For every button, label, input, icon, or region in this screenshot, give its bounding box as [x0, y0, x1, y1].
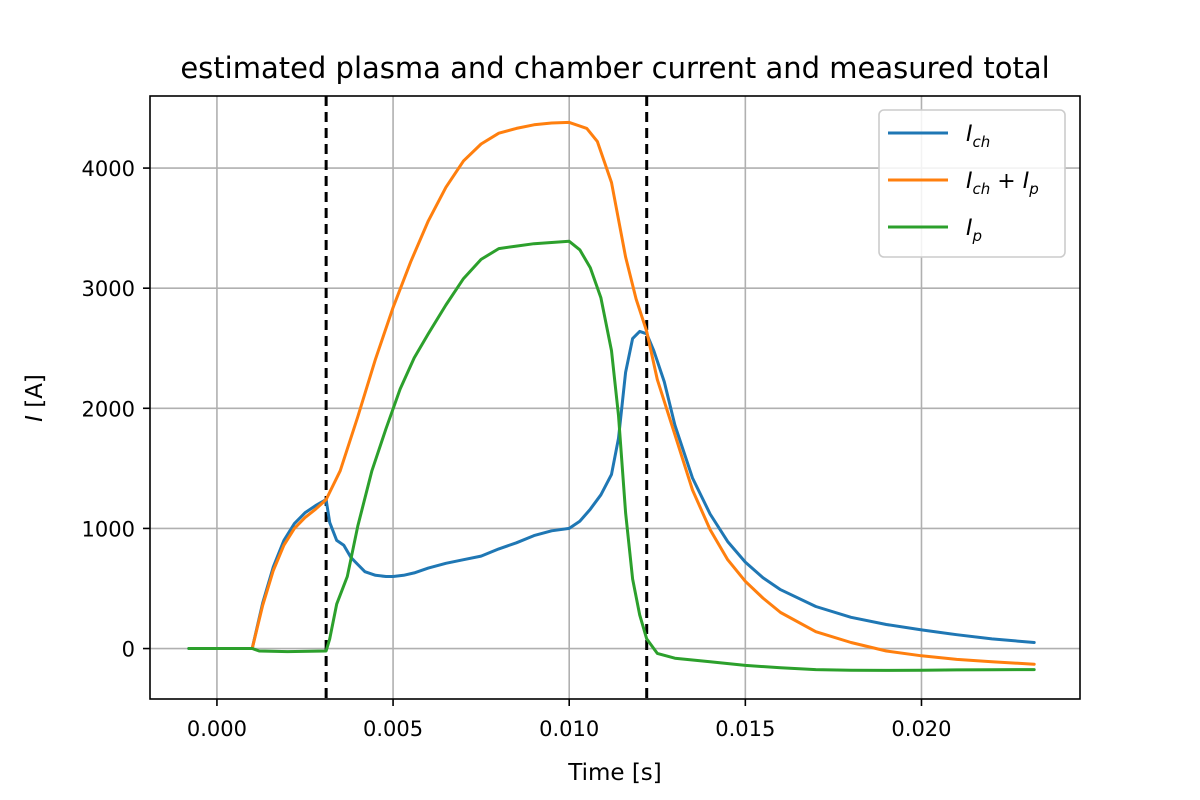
plot-frame — [149, 95, 1081, 700]
x-tick-label: 0.005 — [363, 717, 423, 741]
y-tick-label: 3000 — [82, 277, 135, 301]
legend-label: Ich + Ip — [966, 169, 1039, 198]
y-axis-label-unit: [A] — [22, 374, 48, 415]
series-line-2 — [250, 120, 1036, 666]
x-tick-label: 0.020 — [891, 717, 951, 741]
x-axis-label: Time [s] — [567, 760, 662, 786]
legend-label: Ip — [966, 216, 982, 245]
y-tick-label: 0 — [122, 638, 135, 662]
y-axis-label: I [A] — [22, 374, 48, 422]
y-tick-label: 4000 — [82, 157, 135, 181]
chart-title: estimated plasma and chamber current and… — [180, 51, 1049, 85]
x-tick-label: 0.010 — [539, 717, 599, 741]
y-tick-label: 2000 — [82, 397, 135, 421]
series-line-1 — [187, 329, 1036, 650]
vertical-markers — [324, 96, 649, 699]
series-line-3 — [187, 239, 1036, 672]
x-tick-label: 0.000 — [187, 717, 247, 741]
series-layer — [187, 120, 1036, 672]
ticks: 0.000 0.005 0.010 0.015 0.020 0 1000 2000 3000 40… — [82, 157, 952, 741]
legend: Ich Ich + Ip Ip — [878, 109, 1066, 258]
x-tick-label: 0.015 — [715, 717, 775, 741]
legend-box — [878, 109, 1066, 258]
y-tick-label: 1000 — [82, 517, 135, 541]
y-axis-label-var: I — [22, 415, 48, 422]
legend-label: Ich — [966, 122, 990, 151]
